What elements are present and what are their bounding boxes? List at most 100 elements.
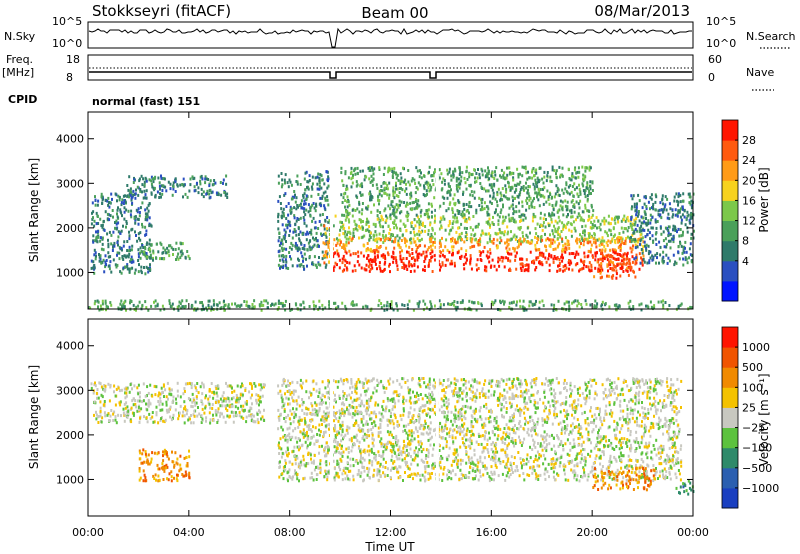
heatmap-cell <box>690 260 693 264</box>
heatmap-cell <box>486 241 489 245</box>
heatmap-cell <box>549 175 552 179</box>
heatmap-cell <box>450 239 453 243</box>
heatmap-cell <box>362 382 365 386</box>
heatmap-cell <box>512 199 514 203</box>
heatmap-cell <box>690 203 693 207</box>
heatmap-cell <box>293 190 296 193</box>
heatmap-cell <box>149 417 152 421</box>
heatmap-cell <box>171 400 174 404</box>
heatmap-cell <box>562 269 565 273</box>
heatmap-cell <box>540 261 543 265</box>
heatmap-cell <box>460 231 463 235</box>
heatmap-cell <box>640 256 642 260</box>
heatmap-cell <box>90 382 93 386</box>
heatmap-cell <box>508 268 511 272</box>
heatmap-cell <box>170 246 173 250</box>
heatmap-cell <box>209 421 212 425</box>
heatmap-cell <box>674 208 677 212</box>
heatmap-cell <box>616 386 618 390</box>
heatmap-cell <box>672 213 675 217</box>
heatmap-cell <box>459 458 462 462</box>
heatmap-cell <box>538 178 541 182</box>
heatmap-cell <box>497 222 500 226</box>
heatmap-cell <box>145 306 148 310</box>
heatmap-cell <box>344 230 347 234</box>
heatmap-cell <box>251 303 254 306</box>
heatmap-cell <box>255 393 258 397</box>
heatmap-cell <box>116 241 119 245</box>
heatmap-cell <box>326 216 329 219</box>
heatmap-cell <box>300 241 302 245</box>
heatmap-cell <box>569 259 572 263</box>
heatmap-cell <box>661 259 664 263</box>
heatmap-cell <box>172 187 175 191</box>
heatmap-cell <box>545 179 548 183</box>
heatmap-cell <box>578 170 581 174</box>
heatmap-cell <box>559 173 562 177</box>
heatmap-cell <box>252 419 255 423</box>
heatmap-cell <box>580 216 583 220</box>
heatmap-cell <box>543 409 546 413</box>
heatmap-cell <box>219 411 222 415</box>
heatmap-cell <box>343 244 346 248</box>
heatmap-cell <box>363 389 366 393</box>
heatmap-cell <box>178 411 181 415</box>
heatmap-cell <box>635 458 637 462</box>
heatmap-cell <box>418 239 421 243</box>
heatmap-cell <box>117 413 120 417</box>
heatmap-cell <box>568 243 571 247</box>
heatmap-cell <box>488 217 491 221</box>
heatmap-cell <box>133 193 136 196</box>
heatmap-cell <box>98 259 101 263</box>
heatmap-cell <box>137 252 140 256</box>
heatmap-cell <box>664 424 667 428</box>
heatmap-cell <box>594 251 597 255</box>
heatmap-cell <box>318 187 321 191</box>
heatmap-cell <box>386 193 389 197</box>
heatmap-cell <box>293 216 296 220</box>
heatmap-cell <box>462 192 464 196</box>
heatmap-cell <box>397 243 400 247</box>
heatmap-cell <box>155 405 158 409</box>
heatmap-cell <box>536 195 538 199</box>
heatmap-cell <box>311 203 314 207</box>
heatmap-cell <box>202 383 205 387</box>
heatmap-cell <box>650 226 653 230</box>
heatmap-cell <box>485 189 488 193</box>
heatmap-cell <box>145 179 148 183</box>
heatmap-cell <box>515 210 518 214</box>
heatmap-cell <box>533 303 536 307</box>
heatmap-cell <box>316 187 319 191</box>
heatmap-cell <box>483 187 486 191</box>
heatmap-cell <box>419 220 422 224</box>
heatmap-cell <box>351 236 354 240</box>
heatmap-cell <box>661 208 664 212</box>
heatmap-cell <box>533 187 536 191</box>
heatmap-cell <box>123 402 126 406</box>
heatmap-cell <box>490 174 493 178</box>
heatmap-cell <box>439 242 442 246</box>
heatmap-cell <box>328 300 331 304</box>
heatmap-cell <box>105 263 107 266</box>
heatmap-cell <box>226 192 229 196</box>
heatmap-cell <box>504 195 507 199</box>
heatmap-cell <box>262 303 265 307</box>
heatmap-cell <box>283 303 286 307</box>
heatmap-cell <box>99 406 102 410</box>
heatmap-cell <box>174 408 177 412</box>
heatmap-cell <box>382 241 385 244</box>
heatmap-cell <box>321 196 324 200</box>
heatmap-cell <box>96 396 98 400</box>
heatmap-cell <box>541 224 544 228</box>
heatmap-cell <box>551 229 554 233</box>
heatmap-cell <box>410 225 413 228</box>
heatmap-cell <box>555 257 558 261</box>
heatmap-cell <box>586 181 589 185</box>
heatmap-cell <box>98 381 101 385</box>
heatmap-cell <box>324 231 327 235</box>
heatmap-cell <box>541 444 544 448</box>
heatmap-region <box>277 377 683 483</box>
heatmap-cell <box>298 204 301 207</box>
heatmap-cell <box>420 223 423 226</box>
heatmap-cell <box>145 196 148 200</box>
